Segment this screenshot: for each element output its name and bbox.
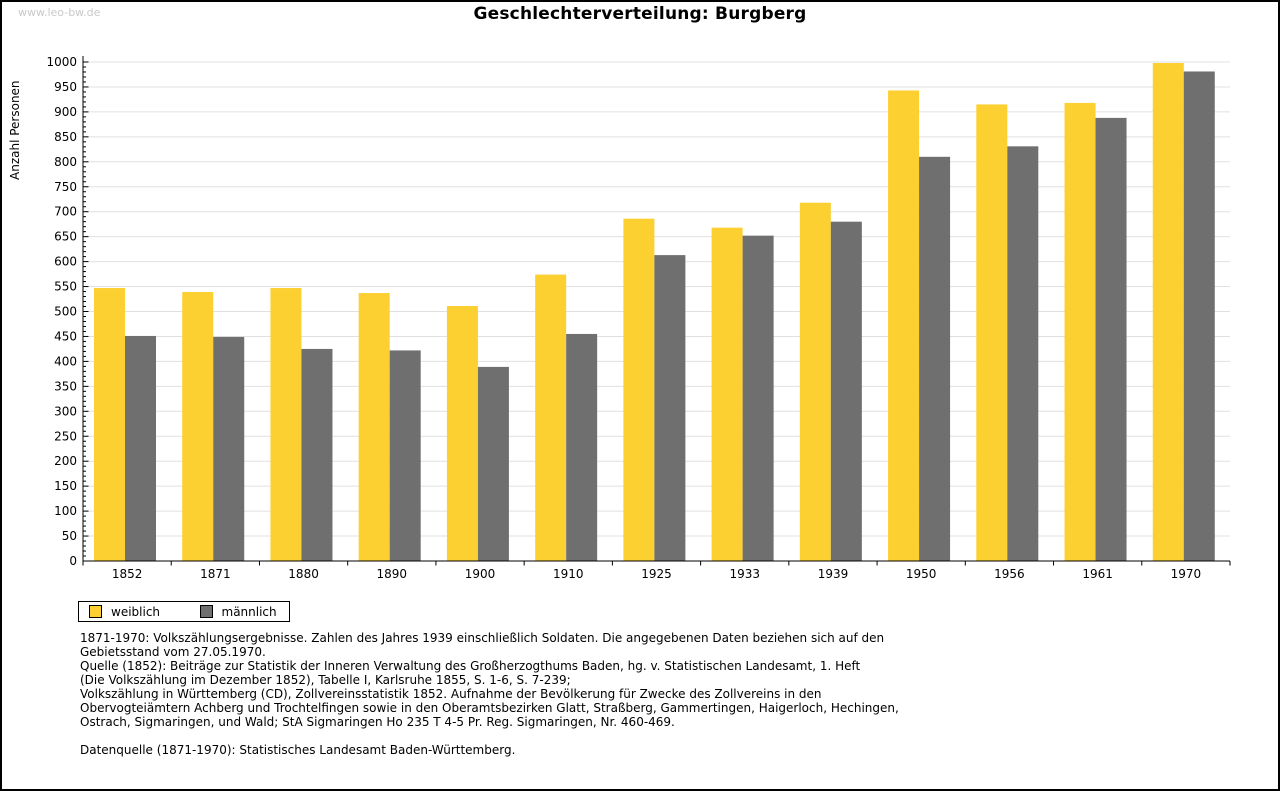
bar-weiblich-1939 bbox=[799, 202, 831, 561]
y-axis-title: Anzahl Personen bbox=[8, 80, 22, 180]
y-tick-label: 750 bbox=[54, 180, 77, 194]
bar-männlich-1950 bbox=[919, 156, 951, 561]
bar-weiblich-1925 bbox=[623, 218, 655, 561]
bar-chart: 0 50 100 150 200 250 300 350 400 450 500 550 600 650 7… bbox=[46, 55, 1231, 581]
x-tick-label: 1956 bbox=[994, 567, 1025, 581]
y-tick-label: 100 bbox=[54, 504, 77, 518]
bar-weiblich-1910 bbox=[535, 274, 567, 561]
y-tick-label: 800 bbox=[54, 155, 77, 169]
bar-weiblich-1970 bbox=[1152, 62, 1184, 562]
legend-item-weiblich: weiblich bbox=[89, 605, 179, 619]
bar-männlich-1939 bbox=[830, 221, 862, 561]
bar-weiblich-1900 bbox=[446, 306, 478, 561]
footnote-line: 1871-1970: Volkszählungsergebnisse. Zahl… bbox=[80, 631, 885, 645]
x-tick-label: 1900 bbox=[465, 567, 496, 581]
bar-männlich-1880 bbox=[301, 348, 333, 561]
y-tick-label: 0 bbox=[69, 554, 77, 568]
bar-weiblich-1933 bbox=[711, 227, 743, 561]
bar-männlich-1961 bbox=[1095, 117, 1127, 561]
legend-label-maennlich: männlich bbox=[221, 604, 277, 619]
footnote-line: Volkszählung in Württemberg (CD), Zollve… bbox=[80, 687, 822, 701]
legend-swatch-weiblich bbox=[89, 605, 102, 618]
y-tick-label: 350 bbox=[54, 379, 77, 393]
bar-weiblich-1871 bbox=[182, 292, 214, 561]
legend-label-weiblich: weiblich bbox=[111, 604, 161, 619]
bar-männlich-1852 bbox=[125, 335, 156, 561]
footnote-line: Obervogteiämtern Achberg und Trochtelfin… bbox=[80, 701, 899, 715]
footnote-line: Datenquelle (1871-1970): Statistisches L… bbox=[80, 743, 516, 757]
footnote-line: (Die Volkszählung im Dezember 1852), Tab… bbox=[80, 673, 571, 687]
bar-weiblich-1880 bbox=[270, 288, 302, 561]
chart-title: Geschlechterverteilung: Burgberg bbox=[473, 4, 807, 24]
bar-männlich-1933 bbox=[742, 235, 774, 562]
bar-männlich-1925 bbox=[654, 255, 686, 561]
bar-männlich-1956 bbox=[1007, 146, 1039, 561]
y-tick-label: 400 bbox=[54, 354, 77, 368]
y-tick-label: 850 bbox=[54, 130, 77, 144]
y-tick-label: 650 bbox=[54, 230, 77, 244]
y-tick-label: 1000 bbox=[46, 55, 77, 69]
x-tick-label: 1852 bbox=[112, 567, 143, 581]
bar-weiblich-1961 bbox=[1064, 102, 1096, 561]
y-tick-label: 450 bbox=[54, 329, 77, 343]
watermark-url: www.leo-bw.de bbox=[18, 6, 101, 19]
y-tick-label: 950 bbox=[54, 80, 77, 94]
legend-item-maennlich: männlich bbox=[199, 604, 290, 619]
footnote-line: Quelle (1852): Beiträge zur Statistik de… bbox=[80, 659, 861, 673]
y-tick-label: 600 bbox=[54, 255, 77, 269]
legend-swatch-maennlich bbox=[199, 605, 213, 618]
legend-box: weiblich männlich bbox=[78, 601, 290, 622]
bar-männlich-1871 bbox=[213, 336, 245, 561]
bar-weiblich-1852 bbox=[94, 288, 125, 561]
bar-weiblich-1890 bbox=[358, 293, 390, 561]
x-tick-label: 1925 bbox=[641, 567, 672, 581]
y-tick-label: 200 bbox=[54, 454, 77, 468]
bar-männlich-1890 bbox=[389, 350, 421, 561]
y-tick-label: 550 bbox=[54, 280, 77, 294]
y-tick-label: 500 bbox=[54, 305, 77, 319]
y-tick-label: 250 bbox=[54, 429, 77, 443]
footnote-line: Ostrach, Sigmaringen, und Wald; StA Sigm… bbox=[80, 715, 675, 729]
y-tick-label: 50 bbox=[62, 529, 77, 543]
x-tick-label: 1910 bbox=[553, 567, 584, 581]
y-tick-label: 900 bbox=[54, 105, 77, 119]
y-tick-label: 300 bbox=[54, 404, 77, 418]
x-tick-label: 1950 bbox=[906, 567, 937, 581]
footnote-line bbox=[80, 729, 1220, 743]
footnote-line: Gebietsstand vom 27.05.1970. bbox=[80, 645, 266, 659]
bar-männlich-1970 bbox=[1183, 71, 1215, 561]
bar-weiblich-1956 bbox=[976, 104, 1008, 561]
source-footnotes: 1871-1970: Volkszählungsergebnisse. Zahl… bbox=[80, 631, 1220, 757]
bar-männlich-1910 bbox=[566, 333, 598, 561]
x-tick-label: 1880 bbox=[288, 567, 319, 581]
x-tick-label: 1871 bbox=[200, 567, 231, 581]
bar-weiblich-1950 bbox=[888, 90, 920, 562]
y-tick-label: 700 bbox=[54, 205, 77, 219]
bar-männlich-1900 bbox=[477, 366, 509, 561]
x-tick-label: 1961 bbox=[1082, 567, 1113, 581]
y-tick-label: 150 bbox=[54, 479, 77, 493]
x-tick-label: 1890 bbox=[377, 567, 408, 581]
x-tick-label: 1939 bbox=[818, 567, 849, 581]
x-tick-label: 1970 bbox=[1171, 567, 1202, 581]
x-tick-label: 1933 bbox=[729, 567, 760, 581]
